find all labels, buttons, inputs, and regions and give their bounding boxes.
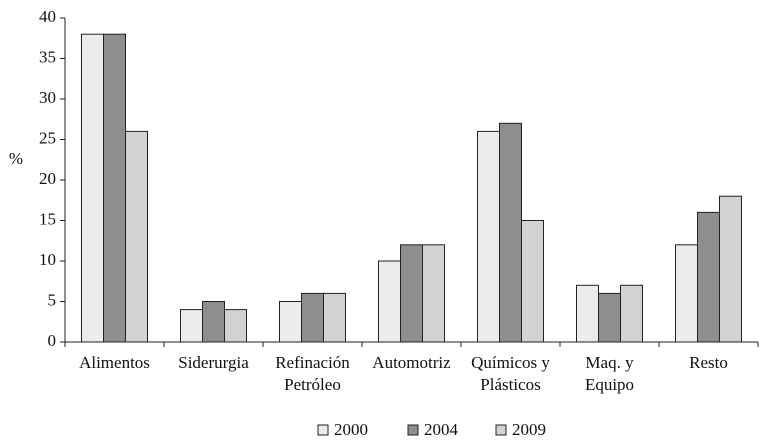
bar (180, 309, 203, 343)
legend-label: 2004 (424, 420, 459, 439)
bar (499, 122, 522, 343)
bar (202, 301, 225, 343)
bar (400, 244, 423, 343)
y-tick-label: 25 (39, 128, 56, 147)
bar (301, 292, 324, 343)
bar (675, 244, 698, 343)
bar (521, 220, 544, 343)
bar (598, 292, 621, 343)
x-tick-label: Maq. y Equipo (585, 353, 634, 394)
bar (323, 292, 346, 343)
bar (576, 284, 599, 343)
y-axis-label: % (9, 149, 23, 168)
bar (279, 301, 302, 343)
legend-label: 2009 (512, 420, 546, 439)
bar (224, 309, 247, 343)
y-tick-label: 0 (48, 331, 57, 350)
legend-swatch (407, 424, 419, 436)
x-tick-label: Alimentos (79, 353, 150, 372)
y-tick-label: 15 (39, 209, 56, 228)
bar (620, 284, 643, 343)
bar (422, 244, 445, 343)
x-tick-label: Siderurgia (178, 353, 249, 372)
y-tick-label: 5 (48, 290, 57, 309)
bar (81, 33, 104, 343)
bar (697, 211, 720, 343)
bar (378, 260, 401, 343)
y-tick-label: 20 (39, 169, 56, 188)
legend-swatch (317, 424, 329, 436)
y-tick-label: 35 (39, 47, 56, 66)
x-tick-label: Químicos y Plásticos (471, 353, 550, 394)
bar (719, 195, 742, 343)
bar (477, 130, 500, 343)
x-tick-label: Refinación Petróleo (275, 353, 350, 394)
x-tick-label: Resto (689, 353, 728, 372)
y-tick-label: 30 (39, 88, 56, 107)
legend-swatch (495, 424, 507, 436)
y-tick-label: 10 (39, 250, 56, 269)
bar (125, 130, 148, 343)
x-tick-label: Automotriz (372, 353, 451, 372)
y-tick-label: 40 (39, 7, 56, 26)
bar (103, 33, 126, 343)
legend-label: 2000 (334, 420, 368, 439)
